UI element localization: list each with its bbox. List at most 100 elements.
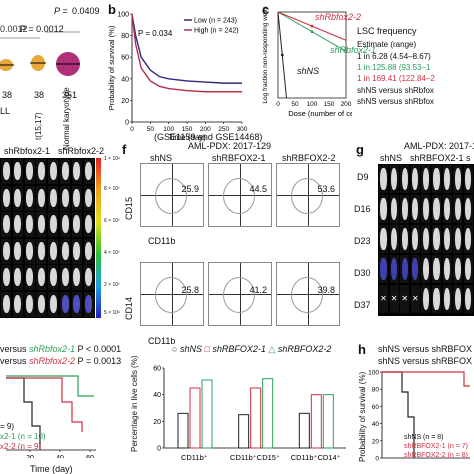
mouse-image [60,265,70,290]
mouse-image [36,265,47,290]
group-t1517: t(15;17) [34,112,43,140]
legend-low: Low (n = 243) [194,18,237,25]
y-tick-label: 100 [117,12,129,19]
mouse-image [453,165,463,193]
flow-plot-r2c2: 41.2 [208,262,272,326]
lsc-estimate: Estimate (range) [357,40,417,49]
mouse-image: ✕ [400,285,410,313]
mouse-image [442,255,452,283]
bar-2-2 [322,394,334,449]
km-xlabel: Time (day) [30,464,73,474]
h-y-tick-label: 60 [372,404,380,411]
km-d-kd2 [6,377,83,432]
mouse-image [71,185,82,211]
mouse-image [442,285,452,313]
panel-b-chart: 0 20 40 60 80 100 0 50 100 150 200 250 300 Probabilit… [108,12,248,143]
h-line-1: shNS versus shRBFOX [378,344,473,354]
flow-plot-r1c2: 44.5 [208,163,272,227]
panel-g-letter: g [356,142,364,157]
day-d37: D37 [354,300,371,310]
lsc-row-3: 1 in 169.41 (122.84–2 [357,74,435,83]
mouse-image [48,159,59,184]
h-kd [382,371,470,387]
h-legend-3: shRBFOX2-2 (n = 8) [404,452,468,459]
km-series-low [131,13,242,84]
mouse-image [1,265,11,290]
bar-1-0 [238,414,250,449]
mouse-image [389,225,399,253]
mouse-image [60,212,70,237]
scale-2: 8 × 10⁷ [104,186,120,192]
mouse-image [389,255,399,283]
mouse-image [453,255,463,283]
mouse-image [60,291,70,317]
lsc-versus-2: shNS versus shRbfox [357,97,434,106]
bar-y-tick-label: 60 [153,366,161,373]
km-n2: x2-1 (n = 10) [0,432,46,441]
mouse-image [83,185,94,211]
panel-a-dots [0,31,80,76]
km-d-tick-label: 40 [56,455,64,458]
mouse-image [463,165,473,193]
h-legend-2: shRBFOX2-1 (n = 7) [404,443,468,450]
panel-c-letter: c [262,2,270,17]
mouse-image [432,195,441,223]
g-col-1: shNS [380,153,403,163]
label-shRbfox2-1: shRbfox2-1 [330,45,377,55]
c-frame [277,11,347,99]
mouse-image [48,265,59,290]
h-line-2: shNS versus shRBFOX [378,356,473,366]
day-d9: D9 [357,172,369,182]
x-tick-label: 50 [291,101,299,108]
mouse-image [453,225,463,253]
mouse-image [453,285,463,313]
lda-point-1 [310,30,314,34]
mouse-image [421,255,431,283]
mouse-image [400,225,410,253]
mouse-image [12,185,23,211]
bar-category-label: CD11b⁺CD15⁺ [230,453,280,462]
legend-high: High (n = 242) [194,28,239,35]
flow-pct: 25.9 [181,184,199,194]
g-image-grid: ✕ ✕ ✕ ✕ [378,164,474,316]
count-3: 351 [62,90,78,100]
mouse-image [83,265,94,290]
flow-plot-r2c3: 39.8 [276,262,340,326]
panel-a-p3: P = 0.0012 [20,24,64,34]
group-normal: Normal karyotype [62,87,71,150]
mouse-image [432,165,441,193]
mouse-image [379,195,388,223]
bar-1-2 [262,378,274,449]
bli-colorbar [96,158,101,318]
bar-y-tick-label: 20 [153,419,161,426]
mouse-image [1,291,11,317]
y-tick-label: 80 [121,33,129,40]
x-tick-label: 300 [237,126,248,133]
b-xlabel: Time (day) [168,133,206,142]
km-d-kd1 [6,375,94,397]
scale-5: 2 × 10⁷ [104,282,120,288]
scale-6: 5 × 10⁶ [104,310,121,316]
mouse-image [36,238,47,264]
mouse-image [71,238,82,264]
mouse-image [453,195,463,223]
mouse-image [24,159,35,184]
mouse-image [432,225,441,253]
x-tick-label: 0 [276,101,280,108]
mouse-image: ✕ [410,285,420,313]
mouse-image [1,185,11,211]
bar-0-1 [189,387,201,449]
mouse-image [60,238,70,264]
bar-2-1 [310,394,322,449]
col-shRbfox2-2: shRbfox2-2 [58,146,105,156]
bar-category-label: CD11b⁺ [181,453,208,462]
bli-image-grid [0,158,95,318]
day-d30: D30 [354,268,371,278]
c-ylabel: Log fraction non-responding wells [262,6,269,104]
mouse-image [410,165,420,193]
lsc-row-2: 1 in 125.88 (93.53–1 [357,63,431,72]
mouse-image [463,195,473,223]
panel-b-source: (GSE1159 and GSE14468) [154,132,263,142]
mouse-image [421,165,431,193]
bar-0-0 [177,412,189,449]
